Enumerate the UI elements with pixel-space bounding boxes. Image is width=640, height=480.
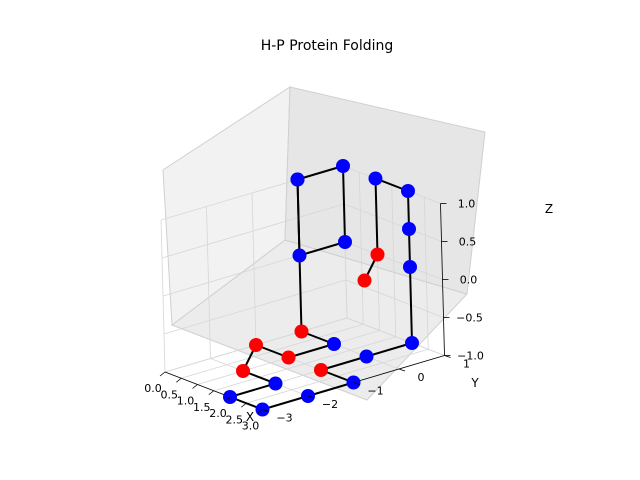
y-axis-label: Y <box>470 376 479 390</box>
grid-z-back-0 <box>346 317 445 356</box>
x-tick-mark <box>176 377 182 383</box>
x-tick-label: 2.0 <box>209 407 227 420</box>
x-tick-label: 2.5 <box>226 413 244 426</box>
p-residue-point <box>405 336 419 350</box>
x-tick-mark <box>257 409 263 414</box>
chain-segment <box>296 165 344 181</box>
p-residue-point <box>402 222 416 236</box>
x-tick-mark <box>208 390 214 396</box>
z-tick-label: 1.0 <box>458 198 476 211</box>
p-residue-point <box>403 260 417 274</box>
x-tick-mark <box>192 384 198 389</box>
p-residue-point <box>359 349 374 364</box>
z-axis-label: Z <box>545 202 553 216</box>
p-residue-point <box>368 171 383 186</box>
chart-title: H-P Protein Folding <box>261 38 394 54</box>
chain-segment <box>298 241 346 257</box>
y-tick-mark <box>307 395 315 399</box>
h-residue-point <box>236 364 250 378</box>
pane-back-wall <box>284 86 486 295</box>
residue-markers <box>223 159 419 417</box>
z-tick-label: −0.5 <box>456 312 483 325</box>
chain-segment <box>365 342 413 358</box>
x-tick-label: 3.0 <box>242 420 260 433</box>
x-axis-label: X <box>246 410 254 424</box>
chain-segment <box>307 381 355 397</box>
x-tick-mark <box>224 396 231 402</box>
p-residue-point <box>290 172 305 187</box>
h-residue-point <box>357 273 372 288</box>
p-residue-point <box>292 248 307 263</box>
grid-z-back-2 <box>344 241 443 280</box>
p-residue-point <box>268 376 283 391</box>
y-tick-mark <box>353 382 360 385</box>
chain-segment <box>342 165 346 243</box>
y-tick-label: −3 <box>276 412 292 425</box>
chain-segment <box>409 266 413 344</box>
chain-segment <box>320 355 368 371</box>
chain-segment <box>374 177 379 256</box>
x-tick-label: 0.0 <box>144 382 162 395</box>
p-residue-point <box>327 337 341 351</box>
tick-labels: 0.00.51.01.52.02.53.0−3−2−101−1.0−0.50.0… <box>144 198 484 433</box>
y-tick-mark <box>398 368 406 372</box>
z-tick-label: 0.5 <box>459 236 477 249</box>
grid-z-back-3 <box>343 203 442 242</box>
z-tick-label: 0.0 <box>460 274 478 287</box>
y-tick-label: −2 <box>322 398 338 411</box>
p-residue-point <box>401 184 415 198</box>
x-tick-label: 1.5 <box>193 401 211 414</box>
h-residue-point <box>281 350 296 365</box>
y-tick-label: −1 <box>367 385 383 398</box>
chain-segment <box>261 395 309 411</box>
p-residue-point <box>338 235 352 249</box>
h-residue-point <box>370 247 385 262</box>
y-tick-label: 1 <box>463 358 470 371</box>
z-tick-label: −1.0 <box>457 350 484 363</box>
chain-segment <box>229 382 277 398</box>
x-tick-mark <box>241 402 247 408</box>
grid-z-left-3 <box>161 203 345 259</box>
h-residue-point <box>294 324 309 339</box>
x-tick-mark <box>159 371 166 377</box>
chain-segment <box>287 343 335 359</box>
grid-z-left-1 <box>163 279 347 335</box>
h-residue-point <box>249 338 263 352</box>
h-residue-point <box>314 363 328 377</box>
p-residue-point <box>336 159 350 173</box>
x-tick-label: 0.5 <box>161 388 179 401</box>
x-tick-label: 1.0 <box>177 395 195 408</box>
y-tick-label: 0 <box>418 371 425 384</box>
y-tick-mark <box>262 409 269 412</box>
